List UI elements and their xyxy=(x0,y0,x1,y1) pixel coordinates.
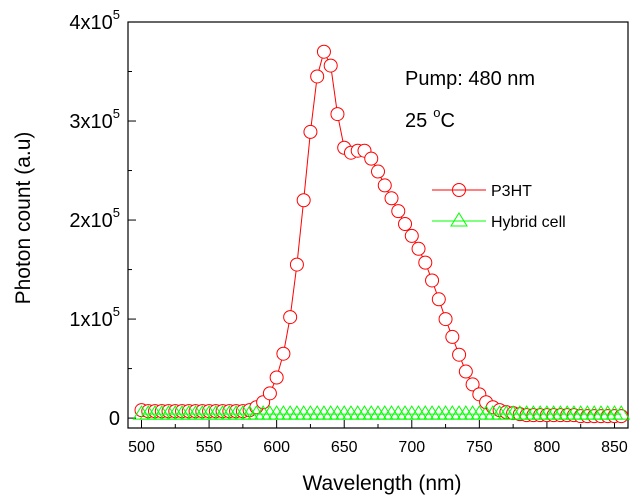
data-point-circle xyxy=(465,377,480,392)
x-tick-label: 850 xyxy=(601,439,628,456)
data-point-circle xyxy=(283,310,298,325)
legend-item-p3ht: P3HT xyxy=(432,183,532,200)
data-point-circle xyxy=(289,257,304,272)
data-point-circle xyxy=(438,312,453,327)
y-tick-base: 1x10 xyxy=(69,309,112,331)
y-tick-exponent: 5 xyxy=(113,205,120,220)
y-tick-label: 3x105 xyxy=(69,106,120,133)
y-tick-exponent: 5 xyxy=(113,7,120,22)
data-point-circle xyxy=(371,164,385,179)
data-point-circle xyxy=(316,44,331,59)
data-point-circle xyxy=(614,409,629,424)
y-tick-label: 2x105 xyxy=(69,205,120,232)
data-point-circle xyxy=(398,217,413,232)
legend-marker-triangle xyxy=(450,212,468,227)
series-line xyxy=(141,50,622,417)
series-hybrid-cell xyxy=(132,405,631,420)
x-tick-label: 650 xyxy=(331,439,358,456)
data-point-circle xyxy=(276,346,291,361)
y-axis-label: Photon count (a.u) xyxy=(12,132,35,305)
series-p3ht xyxy=(134,44,629,424)
x-tick-label: 700 xyxy=(398,439,425,456)
data-point-circle xyxy=(431,292,446,307)
y-tick-label: 4x105 xyxy=(69,7,120,34)
temperature-degree: o xyxy=(433,105,440,120)
data-point-circle xyxy=(411,241,426,256)
data-point-circle xyxy=(310,69,325,84)
data-point-circle xyxy=(458,364,473,379)
x-axis-ticks: 500 550 600 650 700 750 800 850 xyxy=(128,420,628,456)
data-point-circle xyxy=(323,58,338,73)
x-tick-label: 550 xyxy=(196,439,223,456)
data-point-circle xyxy=(425,273,440,288)
data-point-circle xyxy=(330,107,345,122)
data-point-circle xyxy=(418,255,433,270)
series-layer xyxy=(132,44,631,424)
data-point-circle xyxy=(303,124,318,139)
legend: P3HT Hybrid cell xyxy=(432,183,566,231)
legend-label-hybrid-cell: Hybrid cell xyxy=(491,214,566,231)
y-tick-base: 2x10 xyxy=(69,210,112,232)
data-point-circle xyxy=(296,193,311,208)
data-point-triangle xyxy=(612,405,631,420)
data-point-circle xyxy=(269,370,284,385)
x-tick-label: 500 xyxy=(128,439,155,456)
y-tick-base: 4x10 xyxy=(69,12,112,34)
data-point-circle xyxy=(377,178,392,193)
legend-marker-circle xyxy=(452,183,466,197)
x-tick-label: 600 xyxy=(263,439,290,456)
y-tick-label: 0 xyxy=(109,408,120,430)
data-point-circle xyxy=(262,386,277,401)
y-tick-exponent: 5 xyxy=(113,304,120,319)
data-point-circle xyxy=(445,329,460,344)
x-tick-label: 750 xyxy=(466,439,493,456)
x-axis-label: Wavelength (nm) xyxy=(302,472,461,495)
data-point-circle xyxy=(364,151,379,166)
temperature-unit: C xyxy=(440,110,454,132)
temperature-value: 25 xyxy=(405,110,427,132)
data-point-circle xyxy=(384,191,399,206)
data-point-circle xyxy=(404,228,419,243)
data-point-circle xyxy=(452,347,467,362)
y-tick-base: 3x10 xyxy=(69,111,112,133)
y-tick-exponent: 5 xyxy=(113,106,120,121)
legend-item-hybrid-cell: Hybrid cell xyxy=(432,212,566,231)
pump-annotation: Pump: 480 nm xyxy=(405,68,535,90)
y-tick-label: 1x105 xyxy=(69,304,120,331)
legend-label-p3ht: P3HT xyxy=(491,183,532,200)
data-point-circle xyxy=(391,204,406,219)
temperature-annotation: 25 oC xyxy=(405,105,455,132)
x-tick-label: 800 xyxy=(534,439,561,456)
